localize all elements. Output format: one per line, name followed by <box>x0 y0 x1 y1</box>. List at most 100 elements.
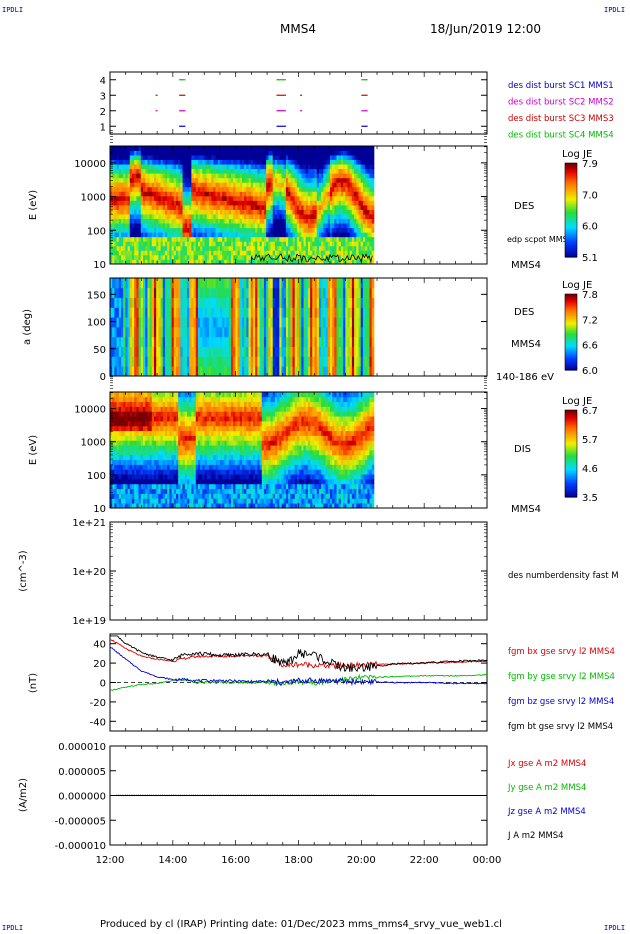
spectrogram-cell <box>123 245 126 251</box>
spectrogram-cell <box>217 236 221 242</box>
spectrogram-cell <box>208 164 212 170</box>
spectrogram-cell <box>292 287 296 298</box>
spectrogram-cell <box>310 307 313 318</box>
spectrogram-cell <box>156 164 159 170</box>
spectrogram-cell <box>167 336 170 347</box>
burst-y-tick-label: 4 <box>100 76 106 87</box>
spectrogram-cell <box>116 430 120 436</box>
spectrogram-cell <box>299 245 302 251</box>
spectrogram-cell <box>230 307 234 318</box>
spectrogram-cell <box>338 232 342 238</box>
spectrogram-cell <box>156 297 159 308</box>
spectrogram-cell <box>156 259 159 265</box>
spectrogram-cell <box>299 214 302 220</box>
spectrogram-cell <box>318 307 322 318</box>
spectrogram-cell <box>145 356 148 367</box>
spectrogram-cell <box>336 254 340 260</box>
spectrogram-cell <box>164 191 168 197</box>
spectrogram-cell <box>110 425 113 432</box>
spectrogram-cell <box>351 297 355 308</box>
spectrogram-cell <box>340 195 344 201</box>
spectrogram-cell <box>200 346 203 357</box>
spectrogram-cell <box>255 259 258 265</box>
spectrogram-cell <box>182 168 186 174</box>
spectrogram-cell <box>360 241 364 247</box>
spectrogram-cell <box>310 177 313 183</box>
spectrogram-cell <box>266 327 269 338</box>
spectrogram-cell <box>345 191 348 197</box>
spectrogram-cell <box>114 259 117 265</box>
spectrogram-cell <box>213 168 216 174</box>
spectrogram-cell <box>257 173 260 179</box>
spectrogram-cell <box>360 205 364 210</box>
spectrogram-cell <box>131 223 135 229</box>
spectrogram-cell <box>140 346 144 357</box>
spectrogram-cell <box>114 469 117 475</box>
spectrogram-cell <box>263 232 267 238</box>
spectrogram-cell <box>345 214 348 220</box>
spectrogram-cell <box>125 503 128 509</box>
spectrogram-cell <box>349 366 353 377</box>
spectrogram-cell <box>153 214 157 220</box>
spectrogram-cell <box>156 150 159 156</box>
spectrogram-cell <box>283 287 287 298</box>
spectrogram-cell <box>118 164 122 170</box>
spectrogram-cell <box>197 336 201 347</box>
spectrogram-cell <box>358 254 362 260</box>
spectrogram-cell <box>248 191 252 197</box>
spectrogram-cell <box>241 297 245 308</box>
spectrogram-cell <box>118 327 122 338</box>
spectrogram-cell <box>301 200 304 206</box>
spectrogram-cell <box>292 327 296 338</box>
spectrogram-cell <box>268 155 271 161</box>
spectrogram-cell <box>327 236 331 242</box>
spectrogram-cell <box>208 218 212 224</box>
spectrogram-cell <box>110 250 113 256</box>
spectrogram-cell <box>189 297 192 308</box>
spectrogram-cell <box>351 168 355 174</box>
spectrogram-cell <box>186 254 190 260</box>
spectrogram-cell <box>160 356 164 367</box>
spectrogram-cell <box>193 366 197 377</box>
spectrogram-cell <box>151 200 155 206</box>
corner-label-bottom-left: IPDLI <box>2 924 24 932</box>
spectrogram-cell <box>162 205 166 210</box>
spectrogram-cell <box>156 356 159 367</box>
spectrogram-cell <box>369 209 373 215</box>
spectrogram-cell <box>153 307 157 318</box>
spectrogram-cell <box>112 411 115 417</box>
spectrogram-cell <box>250 186 254 192</box>
spectrogram-cell <box>239 236 243 242</box>
spectrogram-cell <box>162 218 166 224</box>
spectrogram-cell <box>228 173 232 179</box>
spectrogram-cell <box>230 155 234 161</box>
spectrogram-cell <box>202 155 205 161</box>
spectrogram-cell <box>354 218 357 224</box>
spectrogram-cell <box>277 173 280 179</box>
spectrogram-cell <box>296 254 300 260</box>
spectrogram-cell <box>288 195 291 201</box>
spectrogram-cell <box>140 250 144 256</box>
spectrogram-cell <box>356 297 359 308</box>
spectrogram-cell <box>228 223 232 229</box>
spectrogram-cell <box>116 327 120 338</box>
spectrogram-cell <box>222 232 225 238</box>
spectrogram-cell <box>211 236 214 242</box>
spectrogram-cell <box>171 278 175 289</box>
spectrogram-cell <box>211 241 214 247</box>
spectrogram-cell <box>233 346 236 357</box>
spectrogram-cell <box>252 297 256 308</box>
spectrogram-cell <box>305 205 309 210</box>
spectrogram-cell <box>224 232 227 238</box>
spectrogram-cell <box>358 214 362 220</box>
spectrogram-cell <box>272 177 276 183</box>
spectrogram-cell <box>191 200 194 206</box>
spectrogram-cell <box>215 250 219 256</box>
spectrogram-cell <box>321 182 324 188</box>
spectrogram-cell <box>173 356 177 367</box>
spectrogram-cell <box>244 214 247 220</box>
spectrogram-cell <box>195 218 199 224</box>
spectrogram-cell <box>178 146 181 151</box>
spectrogram-cell <box>125 366 128 377</box>
spectrogram-cell <box>118 232 122 238</box>
